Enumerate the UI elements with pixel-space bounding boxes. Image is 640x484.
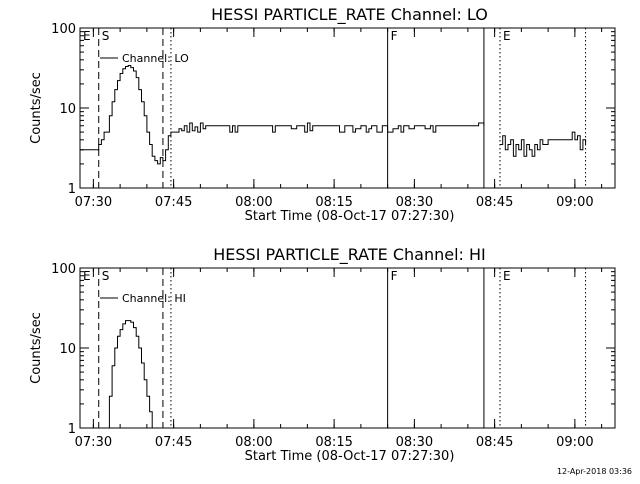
x-tick-label: 08:15 (315, 435, 352, 450)
event-marker-label: E (83, 29, 91, 43)
y-tick-label: 1 (68, 182, 76, 197)
legend-label: Channel: LO (122, 52, 189, 65)
x-tick-label: 08:30 (396, 195, 433, 210)
event-marker-label: E (503, 29, 511, 43)
chart-panel-1: HESSI PARTICLE_RATE Channel: HI 1 10 100 07:… (29, 245, 616, 464)
x-tick-label: 08:45 (476, 435, 513, 450)
event-marker-label: S (102, 269, 110, 283)
y-axis-label: Counts/sec (29, 312, 44, 384)
series-line (80, 65, 174, 165)
legend-label: Channel: HI (122, 292, 186, 305)
series-line (500, 131, 587, 157)
event-marker-label: E (83, 269, 91, 283)
chart-title: HESSI PARTICLE_RATE Channel: LO (211, 5, 488, 25)
y-tick-label: 100 (51, 22, 76, 37)
event-marker-label: F (391, 29, 398, 43)
y-tick-label: 1 (68, 422, 76, 437)
y-tick-label: 10 (59, 342, 76, 357)
x-tick-label: 09:00 (556, 195, 593, 210)
event-marker-label: F (391, 269, 398, 283)
event-marker-label: S (102, 29, 110, 43)
chart-title: HESSI PARTICLE_RATE Channel: HI (213, 245, 486, 265)
x-tick-label: 08:15 (315, 195, 352, 210)
x-tick-label: 07:30 (75, 195, 112, 210)
x-tick-label: 07:45 (155, 435, 192, 450)
x-axis-label: Start Time (08-Oct-17 07:27:30) (245, 449, 455, 464)
series-line (106, 320, 153, 428)
event-marker-label: E (503, 269, 511, 283)
x-tick-label: 07:45 (155, 195, 192, 210)
x-tick-label: 09:00 (556, 435, 593, 450)
x-tick-label: 08:45 (476, 195, 513, 210)
x-axis-label: Start Time (08-Oct-17 07:27:30) (245, 209, 455, 224)
y-axis-label: Counts/sec (29, 72, 44, 144)
x-tick-label: 07:30 (75, 435, 112, 450)
chart-panel-0: HESSI PARTICLE_RATE Channel: LO 1 10 100 07:… (29, 5, 616, 224)
x-tick-label: 08:00 (235, 435, 272, 450)
x-tick-label: 08:00 (235, 195, 272, 210)
y-tick-label: 10 (59, 102, 76, 117)
series-line (173, 122, 485, 133)
footer-timestamp: 12-Apr-2018 03:36 (557, 467, 632, 476)
y-tick-label: 100 (51, 262, 76, 277)
x-tick-label: 08:30 (396, 435, 433, 450)
